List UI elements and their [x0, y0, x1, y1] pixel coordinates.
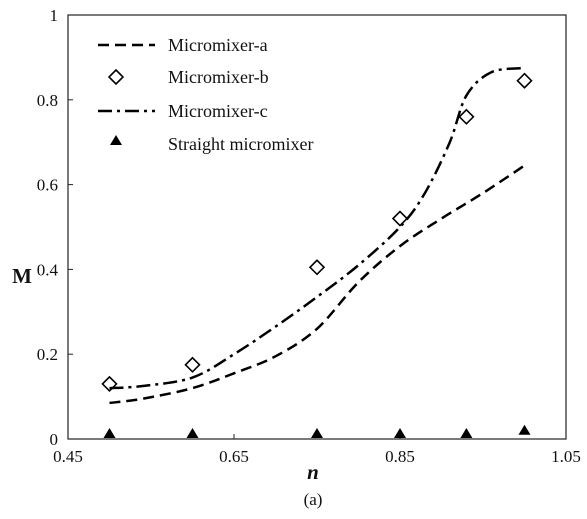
legend-label: Straight micromixer — [168, 134, 313, 154]
diamond-marker-micromixer-b — [391, 210, 409, 227]
legend: Micromixer-a Micromixer-b Micromixer-c S… — [98, 35, 313, 154]
triangle-marker-straight-micromixer — [460, 428, 473, 438]
legend-label: Micromixer-b — [168, 67, 269, 87]
x-tick-label: 1.05 — [551, 447, 581, 466]
legend-item-micromixer-c: Micromixer-c — [98, 101, 268, 121]
x-tick-label: 0.85 — [385, 447, 415, 466]
y-tick-label: 1 — [50, 6, 59, 25]
y-tick-label: 0.6 — [37, 176, 58, 195]
plot-frame — [67, 14, 567, 440]
x-tick-label: 0.65 — [219, 447, 249, 466]
legend-item-straight-micromixer: Straight micromixer — [110, 134, 313, 154]
y-tick-label: 0.4 — [37, 260, 59, 279]
triangle-marker-straight-micromixer — [186, 428, 199, 438]
y-axis-title: M — [12, 264, 32, 288]
triangle-marker-straight-micromixer — [394, 428, 406, 438]
triangle-marker-straight-micromixer — [518, 424, 531, 435]
y-tick-label: 0.2 — [37, 345, 58, 364]
legend-label: Micromixer-c — [168, 101, 268, 121]
diamond-marker-micromixer-b — [458, 108, 475, 125]
triangle-marker-straight-micromixer — [311, 428, 323, 438]
series-line-micromixer-c — [109, 66, 525, 390]
diamond-marker-micromixer-b — [308, 259, 326, 276]
y-axis-ticks: 0 0.2 0.4 0.6 0.8 1 — [37, 6, 73, 449]
figure-caption: (a) — [304, 490, 323, 509]
x-axis-title: n — [307, 460, 319, 484]
series-layer — [101, 66, 533, 438]
legend-swatch-diamond — [107, 68, 125, 86]
y-tick-label: 0 — [50, 430, 59, 449]
legend-swatch-triangle — [110, 135, 122, 145]
legend-label: Micromixer-a — [168, 35, 268, 55]
legend-item-micromixer-a: Micromixer-a — [98, 35, 268, 55]
series-line-micromixer-a — [109, 164, 526, 405]
x-axis-ticks: 0.45 0.65 0.85 1.05 — [53, 434, 581, 466]
y-tick-label: 0.8 — [37, 91, 58, 110]
legend-item-micromixer-b: Micromixer-b — [107, 67, 269, 87]
x-tick-label: 0.45 — [53, 447, 83, 466]
diamond-marker-micromixer-b — [184, 356, 201, 373]
triangle-marker-straight-micromixer — [103, 428, 116, 438]
diamond-marker-micromixer-b — [516, 72, 533, 89]
